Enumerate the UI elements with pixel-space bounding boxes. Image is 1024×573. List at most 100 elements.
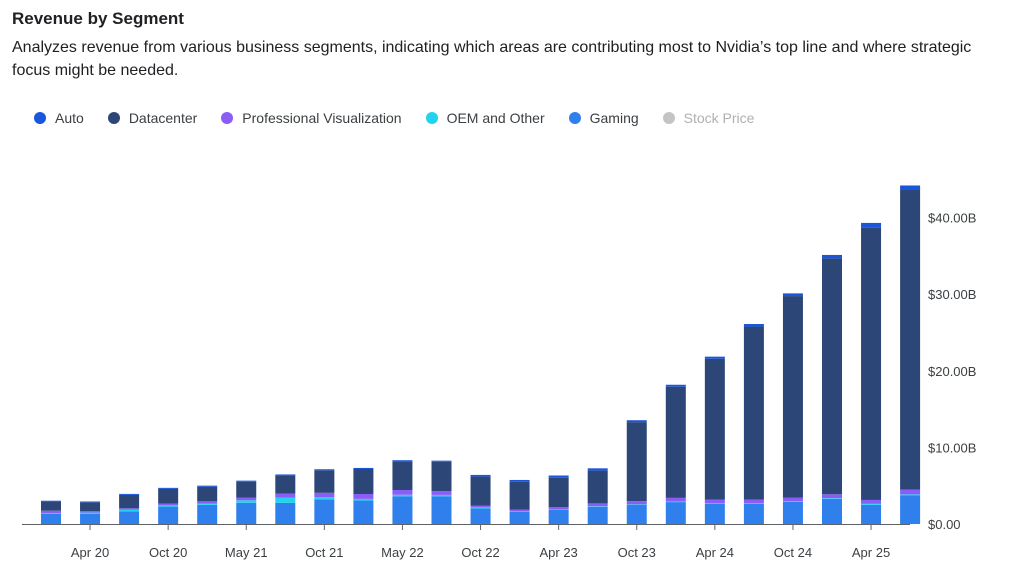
bar-segment-auto[interactable] bbox=[197, 485, 218, 487]
bar-segment-oem-and-other[interactable] bbox=[665, 501, 686, 503]
bar-segment-oem-and-other[interactable] bbox=[119, 509, 140, 512]
bar-segment-gaming[interactable] bbox=[275, 502, 296, 524]
bar-segment-oem-and-other[interactable] bbox=[158, 505, 179, 507]
bar-segment-auto[interactable] bbox=[80, 501, 101, 503]
bar-segment-oem-and-other[interactable] bbox=[431, 494, 452, 497]
bar-segment-datacenter[interactable] bbox=[626, 422, 647, 502]
bar-segment-auto[interactable] bbox=[236, 480, 257, 482]
bar-segment-oem-and-other[interactable] bbox=[743, 503, 764, 504]
bar-segment-datacenter[interactable] bbox=[782, 296, 803, 498]
bar-segment-gaming[interactable] bbox=[861, 504, 882, 524]
legend-item-stock-price[interactable]: Stock Price bbox=[662, 110, 754, 126]
bar-segment-datacenter[interactable] bbox=[197, 486, 218, 502]
bar-segment-gaming[interactable] bbox=[470, 508, 491, 524]
bar-segment-gaming[interactable] bbox=[704, 503, 725, 524]
bar-segment-professional-visualization[interactable] bbox=[900, 489, 921, 495]
bar-segment-auto[interactable] bbox=[548, 475, 569, 478]
bar-segment-auto[interactable] bbox=[822, 254, 842, 259]
bar-segment-datacenter[interactable] bbox=[41, 501, 61, 511]
legend-item-gaming[interactable]: Gaming bbox=[568, 110, 639, 126]
bar-segment-datacenter[interactable] bbox=[861, 227, 882, 500]
bar-segment-auto[interactable] bbox=[314, 469, 335, 471]
bar-segment-oem-and-other[interactable] bbox=[509, 511, 530, 512]
bar-segment-datacenter[interactable] bbox=[822, 258, 842, 495]
bar-segment-professional-visualization[interactable] bbox=[41, 510, 61, 513]
bar-segment-oem-and-other[interactable] bbox=[197, 503, 218, 505]
legend-item-professional-visualization[interactable]: Professional Visualization bbox=[221, 110, 402, 126]
bar-segment-auto[interactable] bbox=[626, 420, 647, 423]
bar-segment-auto[interactable] bbox=[41, 500, 61, 502]
bar-segment-datacenter[interactable] bbox=[548, 477, 569, 508]
bar-segment-auto[interactable] bbox=[470, 474, 491, 477]
bar-segment-auto[interactable] bbox=[353, 467, 374, 470]
bar-segment-datacenter[interactable] bbox=[236, 481, 257, 498]
bar-segment-oem-and-other[interactable] bbox=[470, 507, 491, 509]
bar-segment-professional-visualization[interactable] bbox=[665, 497, 686, 502]
bar-segment-auto[interactable] bbox=[392, 460, 413, 462]
bar-segment-oem-and-other[interactable] bbox=[822, 498, 842, 499]
bar-segment-oem-and-other[interactable] bbox=[275, 497, 296, 503]
bar-segment-gaming[interactable] bbox=[665, 502, 686, 524]
bar-segment-professional-visualization[interactable] bbox=[197, 501, 218, 504]
bar-segment-oem-and-other[interactable] bbox=[314, 497, 335, 500]
bar-segment-auto[interactable] bbox=[587, 468, 608, 471]
bar-segment-oem-and-other[interactable] bbox=[900, 494, 921, 496]
bar-segment-professional-visualization[interactable] bbox=[626, 501, 647, 505]
bar-segment-datacenter[interactable] bbox=[470, 476, 491, 506]
bar-segment-datacenter[interactable] bbox=[80, 502, 101, 512]
bar-segment-oem-and-other[interactable] bbox=[80, 512, 101, 514]
bar-segment-gaming[interactable] bbox=[900, 495, 921, 524]
bar-segment-auto[interactable] bbox=[431, 460, 452, 462]
bar-segment-gaming[interactable] bbox=[509, 511, 530, 524]
bar-segment-oem-and-other[interactable] bbox=[861, 503, 882, 505]
bar-segment-datacenter[interactable] bbox=[665, 386, 686, 498]
bar-segment-gaming[interactable] bbox=[822, 498, 842, 524]
bar-segment-datacenter[interactable] bbox=[587, 470, 608, 504]
bar-segment-professional-visualization[interactable] bbox=[119, 508, 140, 510]
bar-segment-datacenter[interactable] bbox=[431, 461, 452, 492]
bar-segment-datacenter[interactable] bbox=[900, 189, 921, 490]
bar-segment-datacenter[interactable] bbox=[392, 461, 413, 490]
bar-segment-gaming[interactable] bbox=[626, 504, 647, 524]
bar-segment-oem-and-other[interactable] bbox=[353, 498, 374, 501]
bar-segment-gaming[interactable] bbox=[353, 500, 374, 524]
bar-segment-datacenter[interactable] bbox=[158, 488, 179, 504]
bar-segment-professional-visualization[interactable] bbox=[782, 497, 803, 502]
bar-segment-oem-and-other[interactable] bbox=[392, 494, 413, 497]
bar-segment-professional-visualization[interactable] bbox=[314, 492, 335, 498]
bar-segment-professional-visualization[interactable] bbox=[822, 494, 842, 499]
bar-segment-auto[interactable] bbox=[900, 185, 921, 190]
bar-segment-gaming[interactable] bbox=[392, 496, 413, 524]
bar-segment-professional-visualization[interactable] bbox=[275, 493, 296, 498]
bar-segment-gaming[interactable] bbox=[158, 506, 179, 524]
bar-segment-professional-visualization[interactable] bbox=[80, 511, 101, 513]
bar-segment-oem-and-other[interactable] bbox=[548, 509, 569, 510]
bar-segment-auto[interactable] bbox=[509, 479, 530, 482]
bar-segment-datacenter[interactable] bbox=[275, 475, 296, 494]
bar-segment-gaming[interactable] bbox=[197, 504, 218, 524]
bar-segment-gaming[interactable] bbox=[587, 506, 608, 524]
bar-segment-gaming[interactable] bbox=[431, 496, 452, 524]
bar-segment-gaming[interactable] bbox=[236, 502, 257, 524]
bar-segment-professional-visualization[interactable] bbox=[587, 503, 608, 507]
bar-segment-oem-and-other[interactable] bbox=[704, 503, 725, 504]
bar-segment-auto[interactable] bbox=[275, 474, 296, 476]
bar-segment-datacenter[interactable] bbox=[353, 469, 374, 494]
bar-segment-professional-visualization[interactable] bbox=[548, 507, 569, 510]
bar-segment-gaming[interactable] bbox=[80, 513, 101, 524]
bar-segment-auto[interactable] bbox=[704, 356, 725, 359]
bar-segment-gaming[interactable] bbox=[548, 509, 569, 524]
bar-segment-datacenter[interactable] bbox=[704, 358, 725, 500]
bar-segment-gaming[interactable] bbox=[743, 503, 764, 524]
legend-item-oem-and-other[interactable]: OEM and Other bbox=[425, 110, 545, 126]
bar-segment-professional-visualization[interactable] bbox=[704, 499, 725, 504]
bar-segment-oem-and-other[interactable] bbox=[626, 504, 647, 505]
bar-segment-auto[interactable] bbox=[119, 493, 140, 495]
bar-segment-datacenter[interactable] bbox=[314, 470, 335, 493]
bar-segment-professional-visualization[interactable] bbox=[158, 503, 179, 506]
bar-segment-professional-visualization[interactable] bbox=[743, 499, 764, 504]
bar-segment-auto[interactable] bbox=[782, 293, 803, 297]
bar-segment-professional-visualization[interactable] bbox=[236, 497, 257, 501]
bar-segment-auto[interactable] bbox=[861, 222, 882, 228]
bar-segment-gaming[interactable] bbox=[782, 501, 803, 524]
